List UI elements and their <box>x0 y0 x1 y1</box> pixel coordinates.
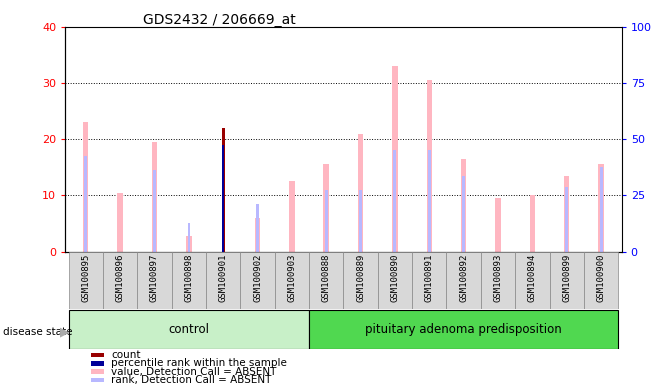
Bar <box>222 145 224 252</box>
Text: GSM100893: GSM100893 <box>493 253 503 301</box>
Bar <box>240 252 275 309</box>
Text: GSM100895: GSM100895 <box>81 253 90 301</box>
Text: GSM100901: GSM100901 <box>219 253 228 301</box>
Text: GSM100896: GSM100896 <box>116 253 124 301</box>
Bar <box>481 252 515 309</box>
Bar <box>426 80 432 252</box>
Bar <box>584 252 618 309</box>
Bar <box>515 252 549 309</box>
Bar <box>564 176 570 252</box>
Bar <box>600 167 603 252</box>
Bar <box>598 164 604 252</box>
Bar <box>461 159 466 252</box>
Text: rank, Detection Call = ABSENT: rank, Detection Call = ABSENT <box>111 375 271 384</box>
Bar <box>325 190 327 252</box>
Bar <box>187 223 190 252</box>
Text: GSM100899: GSM100899 <box>562 253 571 301</box>
Text: value, Detection Call = ABSENT: value, Detection Call = ABSENT <box>111 367 276 377</box>
Bar <box>152 142 157 252</box>
Text: pituitary adenoma predisposition: pituitary adenoma predisposition <box>365 323 562 336</box>
Bar <box>103 252 137 309</box>
Bar <box>392 66 398 252</box>
Bar <box>565 187 568 252</box>
Text: GSM100889: GSM100889 <box>356 253 365 301</box>
Bar <box>324 164 329 252</box>
Bar <box>358 134 363 252</box>
Bar <box>84 156 87 252</box>
Bar <box>68 310 309 349</box>
Bar <box>530 195 535 252</box>
Text: GSM100898: GSM100898 <box>184 253 193 301</box>
Text: count: count <box>111 350 141 360</box>
Bar <box>68 252 103 309</box>
Bar <box>549 252 584 309</box>
Bar <box>309 252 344 309</box>
Bar <box>309 310 618 349</box>
Bar <box>186 236 191 252</box>
Bar <box>462 176 465 252</box>
Bar <box>428 151 431 252</box>
Bar <box>495 198 501 252</box>
Bar <box>117 192 123 252</box>
Bar <box>172 252 206 309</box>
Text: GDS2432 / 206669_at: GDS2432 / 206669_at <box>143 13 296 27</box>
Text: GSM100894: GSM100894 <box>528 253 537 301</box>
Bar <box>393 151 396 252</box>
Bar <box>412 252 447 309</box>
Text: GSM100900: GSM100900 <box>596 253 605 301</box>
Text: GSM100892: GSM100892 <box>459 253 468 301</box>
Text: GSM100903: GSM100903 <box>287 253 296 301</box>
Bar <box>206 252 240 309</box>
Text: GSM100888: GSM100888 <box>322 253 331 301</box>
Text: GSM100891: GSM100891 <box>425 253 434 301</box>
Text: GSM100890: GSM100890 <box>391 253 400 301</box>
Text: ▶: ▶ <box>60 326 70 339</box>
Bar <box>255 218 260 252</box>
Bar <box>275 252 309 309</box>
Bar <box>256 204 258 252</box>
Bar <box>359 190 362 252</box>
Bar <box>221 128 225 252</box>
Bar <box>289 181 295 252</box>
Bar <box>343 252 378 309</box>
Bar <box>137 252 172 309</box>
Bar <box>83 122 89 252</box>
Bar <box>378 252 412 309</box>
Text: disease state: disease state <box>3 327 73 337</box>
Text: GSM100902: GSM100902 <box>253 253 262 301</box>
Bar <box>447 252 481 309</box>
Text: control: control <box>169 323 209 336</box>
Text: GSM100897: GSM100897 <box>150 253 159 301</box>
Bar <box>153 170 156 252</box>
Text: percentile rank within the sample: percentile rank within the sample <box>111 358 287 368</box>
